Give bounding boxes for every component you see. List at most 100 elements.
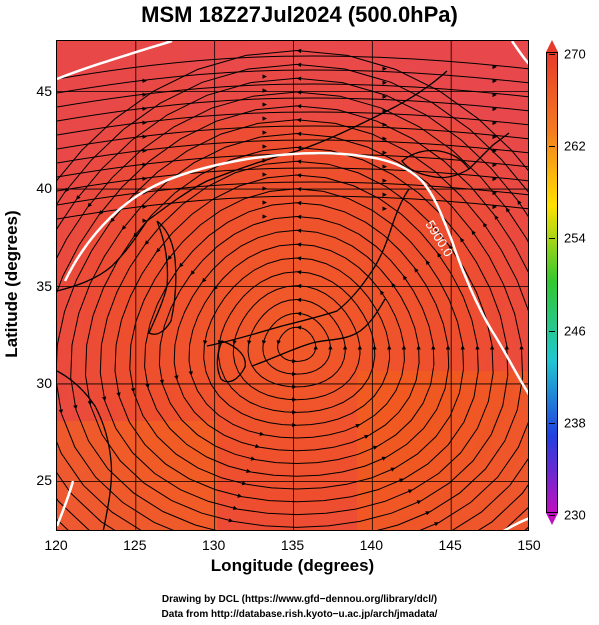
streamline-westerly [57,55,528,80]
streamline-arrow [492,92,497,98]
streamline-arrow [382,108,387,113]
streamline-arrow [237,493,243,498]
streamline-arrow [448,245,453,250]
streamline-arrow [381,456,387,461]
streamline-arrow [494,215,499,220]
streamline-arrow [380,290,385,296]
coastline-japan-honshu-south [251,298,386,367]
streamline-arrow [483,222,488,228]
streamline-arrow [382,164,387,169]
streamline-arrow [445,345,451,350]
streamline-arrow [64,187,70,193]
x-tick-label: 135 [280,537,305,553]
streamline-arrow [262,172,267,177]
streamline-arrow [261,340,267,345]
x-tick-label: 125 [123,537,147,553]
streamline-arrow [259,431,265,436]
streamline-arrow [382,136,387,141]
streamline-arrow [492,176,497,182]
streamline-arrow [434,522,440,527]
streamline-arrow [416,500,422,505]
y-tick-label: 25 [36,472,52,489]
streamline-arrow [130,388,136,393]
streamline-arrow [517,199,522,205]
colorbar-tick-mark [549,54,555,55]
streamline-ring [57,91,528,530]
streamline-arrow [247,340,252,345]
colorbar-tick-mark [549,146,555,148]
footer-credit-data: Data from http://database.rish.kyoto−u.a… [161,609,438,620]
streamline-arrow [492,148,497,154]
streamline-arrow [296,311,302,316]
contour-north-line [57,41,173,81]
streamline-arrow [328,345,333,350]
streamline-arrow [490,345,495,350]
streamline-arrow [296,200,302,206]
streamline-arrow [519,345,524,350]
streamline-ring [129,188,465,490]
streamline-arrow [262,200,267,205]
streamline-arrow [401,345,407,350]
streamline-arrow [296,159,302,164]
streamline-arrow [296,187,302,192]
cool-region-north [187,41,528,121]
streamline-arrow [296,228,302,233]
streamline-arrow [492,134,497,140]
streamline-ring [188,243,405,439]
colorbar [546,52,558,513]
contour-northeast-line [510,41,528,65]
streamline-arrow [250,456,256,461]
streamline-arrow [102,396,107,402]
streamline-westerly [57,83,528,108]
coastline-japan-honshu [206,188,410,347]
streamline-arrow [460,345,465,350]
y-tick-label: 40 [36,180,52,197]
colorbar-tick-mark [549,422,555,424]
streamline-westerly [57,167,528,192]
coastline-asia-mainland [57,70,448,292]
streamline-arrow [296,131,302,137]
streamline-arrow [296,242,302,247]
streamline-arrow [262,88,267,93]
x-axis-label: Longitude (degrees) [210,556,375,575]
contour-southwest-line [57,480,75,527]
streamline-arrow [475,345,480,350]
x-tick-label: 140 [359,537,383,553]
streamline-ring [277,326,317,362]
streamline-arrow [296,145,302,150]
streamline-arrow [76,195,81,200]
streamline-arrow [262,144,267,149]
streamline-arrow [188,371,193,376]
streamline-arrow [425,511,431,516]
streamline-arrow [387,345,392,350]
streamline-ring [57,119,528,530]
map-canvas: 5900.0 [57,41,528,530]
streamline-arrow [116,392,121,398]
streamline-arrow [87,400,92,406]
streamline-arrow [276,340,281,345]
contour-southeast-line [502,517,528,530]
streamline-westerly [57,181,528,206]
footer-credit-dcl: Drawing by DCL (https://www.gfd−dennou.o… [161,594,438,605]
x-tick-label: 150 [517,537,541,553]
streamline-arrow [407,489,413,494]
coastline-korea [148,220,177,335]
colorbar-tick-label: 238 [564,415,586,431]
streamline-arrow [262,74,267,79]
streamline-arrow [504,345,509,350]
streamline-arrow [391,282,396,288]
streamline-arrow [399,478,405,483]
streamline-ring [84,146,509,528]
streamline-arrow [262,102,267,107]
streamline-arrow [296,283,302,289]
y-tick-label: 30 [36,374,52,391]
streamline-arrow [355,424,361,429]
streamline-arrow [296,325,302,330]
contour-5900-line [63,151,528,396]
streamline-arrow [296,104,302,109]
streamline-arrow [159,379,164,385]
streamline-arrow [145,383,150,389]
streamline-arrow [296,173,302,178]
streamline-arrow [492,204,497,210]
streamline-arrow [296,118,302,123]
